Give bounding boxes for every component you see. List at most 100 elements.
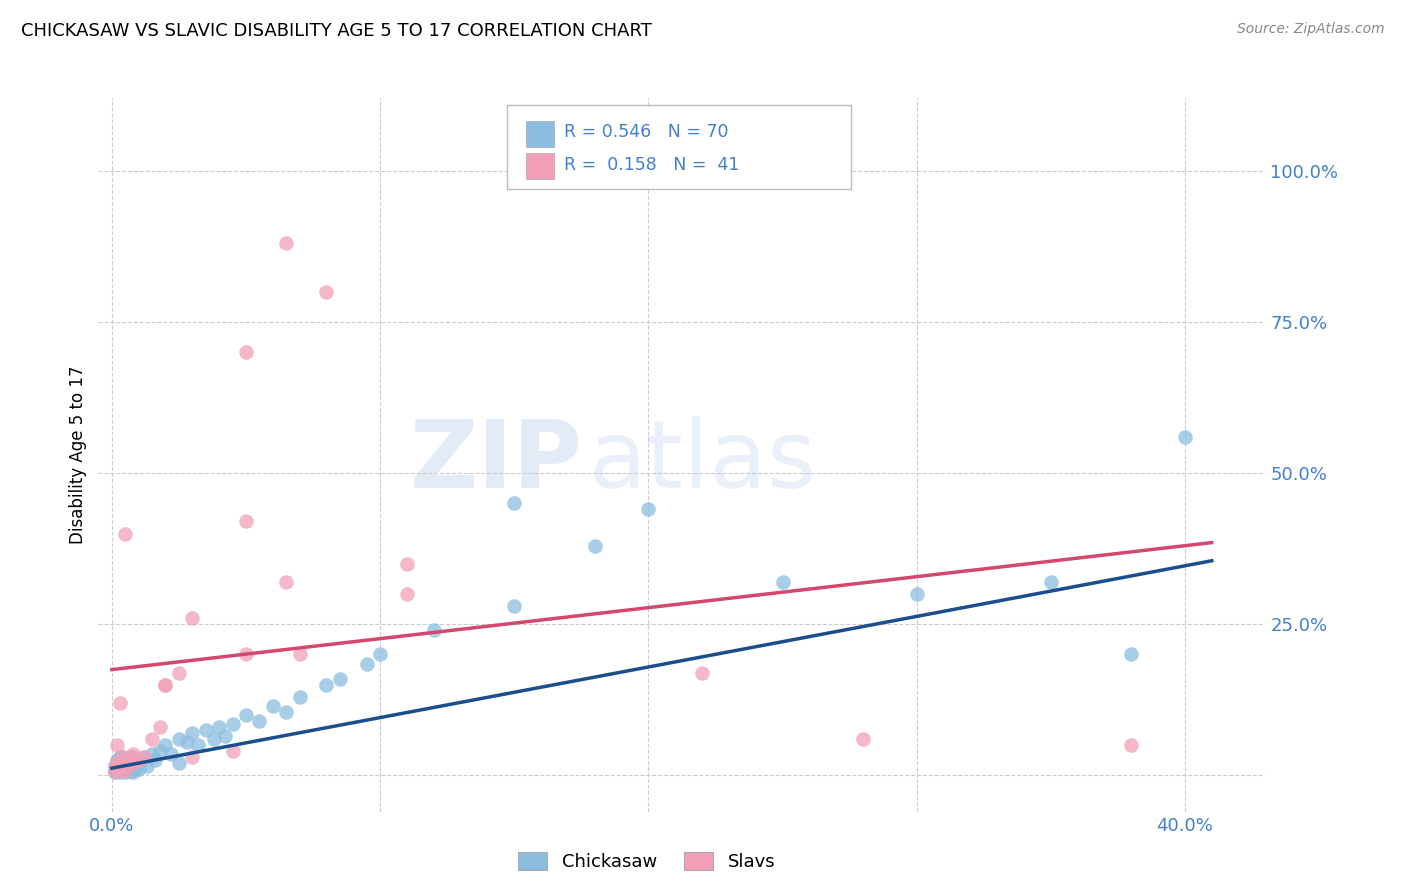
Point [128,756,150,771]
Point [111,755,134,769]
Point [208,720,231,734]
Point [114,756,136,771]
Point [114,751,136,765]
Point [187,738,209,752]
Point [155,678,177,692]
Point [1121,738,1143,752]
Point [105,738,128,752]
Point [329,672,352,686]
Point [202,732,225,747]
Point [247,714,270,728]
Point [141,732,163,747]
Point [235,708,257,723]
Point [108,763,131,777]
Point [160,747,183,762]
Point [132,750,155,764]
Point [114,761,136,775]
Point [120,750,142,764]
Text: ZIP: ZIP [409,416,582,508]
Point [105,756,128,771]
Point [1039,574,1062,589]
Point [103,763,125,777]
Text: R =  0.158   N =  41: R = 0.158 N = 41 [564,156,740,174]
Point [132,750,155,764]
Point [905,587,928,601]
Point [315,678,337,692]
Legend: Chickasaw, Slavs: Chickasaw, Slavs [512,845,782,879]
Point [149,720,172,734]
Point [103,765,125,780]
Point [181,750,204,764]
Point [690,665,713,680]
Point [852,732,875,747]
Point [141,747,163,762]
Point [235,345,257,359]
Point [637,502,659,516]
Point [167,665,190,680]
Point [194,723,217,737]
Point [105,753,128,767]
Text: atlas: atlas [589,416,817,508]
Point [503,599,526,613]
Point [583,539,606,553]
Point [315,285,337,299]
Point [108,753,131,767]
Point [125,761,148,775]
Point [122,756,145,771]
Point [111,759,134,773]
Point [111,764,134,778]
Point [221,744,243,758]
Point [772,574,794,589]
Point [503,496,526,510]
Point [114,526,136,541]
Point [111,750,134,764]
Point [276,574,298,589]
Point [262,698,284,713]
Point [105,756,128,771]
Point [117,753,139,767]
Point [368,648,391,662]
Point [167,732,190,747]
Point [103,759,125,773]
Point [108,757,131,772]
Point [111,759,134,773]
Point [111,750,134,764]
Point [108,753,131,767]
Point [395,587,418,601]
Point [103,765,125,780]
Point [131,753,153,767]
FancyBboxPatch shape [506,104,851,189]
Point [356,657,378,671]
Point [288,690,311,704]
Point [122,753,145,767]
Point [181,726,204,740]
Point [143,753,166,767]
FancyBboxPatch shape [526,121,554,146]
Point [276,705,298,719]
Point [105,759,128,773]
Point [1121,648,1143,662]
Point [122,765,145,780]
Y-axis label: Disability Age 5 to 17: Disability Age 5 to 17 [69,366,87,544]
Point [235,648,257,662]
Point [120,750,142,764]
Point [108,765,131,780]
Point [181,611,204,625]
Point [288,648,311,662]
Point [114,756,136,771]
Point [128,763,150,777]
Point [125,755,148,769]
Text: CHICKASAW VS SLAVIC DISABILITY AGE 5 TO 17 CORRELATION CHART: CHICKASAW VS SLAVIC DISABILITY AGE 5 TO … [21,22,652,40]
Point [128,753,150,767]
Point [155,738,177,752]
Point [135,759,157,773]
Point [221,717,243,731]
Point [108,750,131,764]
Point [103,759,125,773]
Point [155,678,177,692]
Point [1174,430,1197,444]
Point [120,756,142,771]
Point [149,744,172,758]
Point [117,753,139,767]
Point [122,759,145,773]
